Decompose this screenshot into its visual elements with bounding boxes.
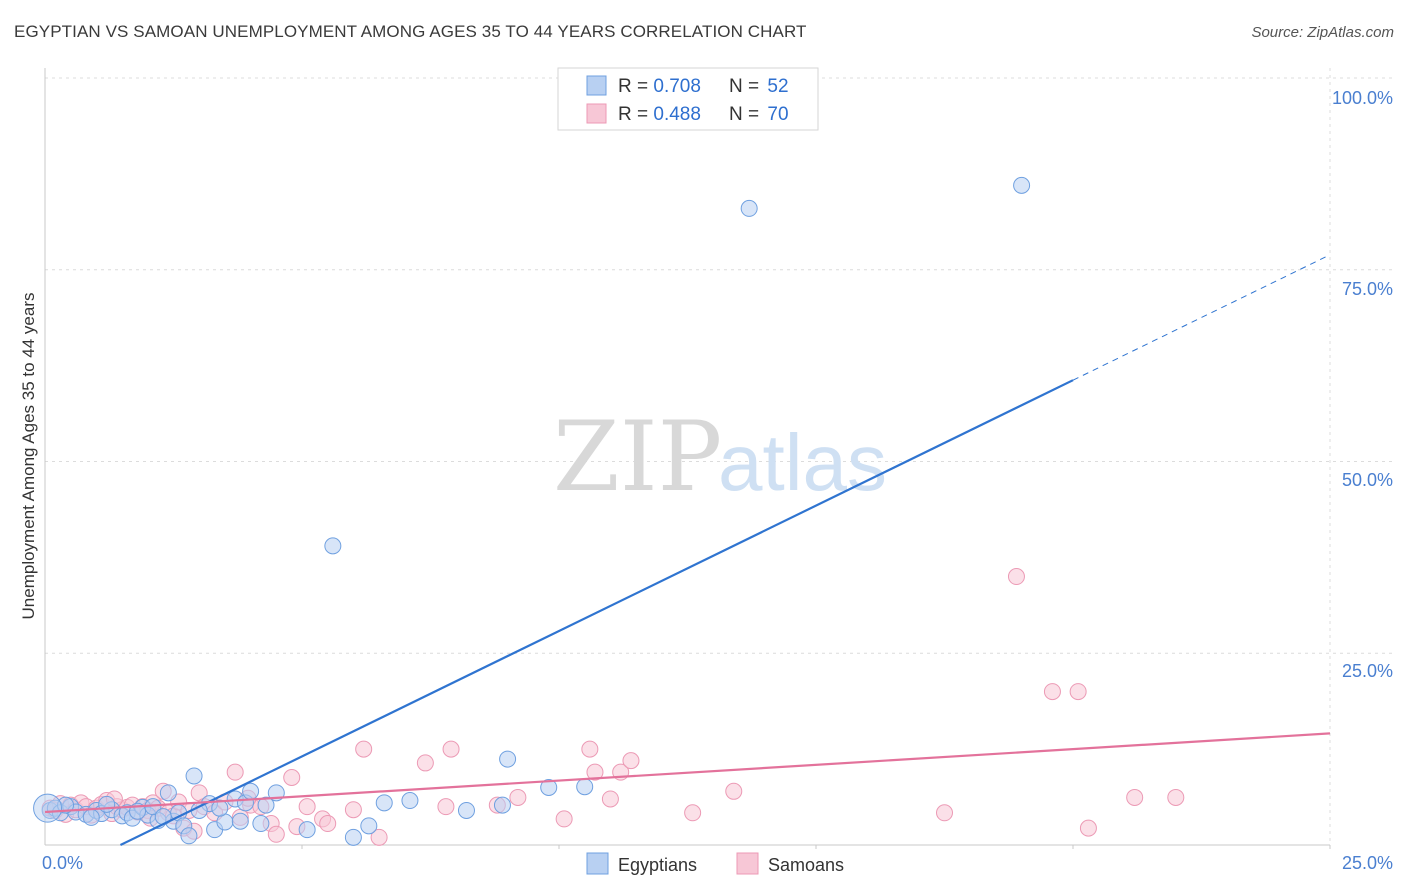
samoans-point	[684, 804, 702, 822]
egyptians-point	[98, 795, 116, 813]
egyptians-point	[298, 821, 316, 839]
legend-swatch-samoans	[586, 103, 607, 124]
samoans-point	[725, 782, 743, 800]
egyptians-point	[344, 828, 362, 846]
egyptians-trend-line	[119, 379, 1074, 846]
samoans-point	[319, 815, 337, 833]
samoans-point	[586, 763, 604, 781]
bottom-legend-samoans[interactable]: Samoans	[768, 855, 844, 875]
samoans-point	[437, 798, 455, 816]
samoans-point	[370, 828, 388, 846]
x-tick-0: 0.0%	[42, 853, 83, 873]
egyptians-point	[375, 794, 393, 812]
watermark-zip: ZIP	[553, 401, 722, 513]
egyptians-point	[401, 792, 419, 810]
samoans-point	[1007, 568, 1025, 586]
egyptians-point	[82, 808, 100, 826]
legend-r-label-samoans: R = 0.488	[618, 104, 701, 125]
samoans-point	[1167, 788, 1185, 806]
chart-title: EGYPTIAN VS SAMOAN UNEMPLOYMENT AMONG AG…	[14, 22, 807, 41]
egyptians-point	[180, 827, 198, 845]
samoans-point	[1079, 819, 1097, 837]
x-tick-25: 25.0%	[1342, 853, 1393, 873]
egyptians-point	[211, 799, 229, 817]
egyptians-points	[33, 176, 1031, 846]
y-tick-75: 75.0%	[1342, 279, 1393, 299]
egyptians-point	[457, 801, 475, 819]
samoans-point	[298, 798, 316, 816]
samoans-trend-line	[44, 732, 1331, 814]
stats-legend: R = 0.708 N = 52 R = 0.488 N = 70	[557, 67, 819, 131]
egyptians-point	[185, 767, 203, 785]
egyptians-point	[231, 812, 249, 830]
series-legend[interactable]: Egyptians Samoans	[586, 852, 844, 875]
samoans-point	[442, 740, 460, 758]
bottom-swatch-egyptians[interactable]	[586, 852, 609, 875]
samoans-point	[355, 740, 373, 758]
samoans-point	[622, 752, 640, 770]
egyptians-point	[257, 796, 275, 814]
samoans-point	[581, 740, 599, 758]
legend-r-label-egyptians: R = 0.708	[618, 76, 701, 97]
samoans-point	[1126, 788, 1144, 806]
egyptians-point	[242, 782, 260, 800]
samoans-point	[416, 754, 434, 772]
egyptians-point	[252, 815, 270, 833]
y-tick-100: 100.0%	[1332, 88, 1393, 108]
samoans-point	[555, 810, 573, 828]
samoans-point	[267, 825, 285, 843]
egyptians-cluster-point	[33, 793, 63, 823]
egyptians-point	[540, 778, 558, 796]
egyptians-point	[1013, 176, 1031, 194]
egyptians-point	[493, 796, 511, 814]
watermark-atlas: atlas	[718, 418, 887, 507]
samoans-point	[1069, 683, 1087, 701]
samoans-point	[344, 801, 362, 819]
grid	[45, 68, 1392, 849]
legend-swatch-egyptians	[586, 75, 607, 96]
samoans-point	[509, 788, 527, 806]
source-label: Source: ZipAtlas.com	[1251, 24, 1394, 41]
bottom-swatch-samoans[interactable]	[736, 852, 759, 875]
egyptians-point	[740, 199, 758, 217]
legend-n-label-samoans: N = 70	[729, 104, 789, 125]
samoans-point	[283, 769, 301, 787]
legend-n-label-egyptians: N = 52	[729, 76, 789, 97]
trend-lines	[44, 254, 1331, 846]
egyptians-point	[159, 784, 177, 802]
y-tick-50: 50.0%	[1342, 470, 1393, 490]
egyptians-point	[360, 817, 378, 835]
samoans-point	[936, 804, 953, 822]
y-tick-25: 25.0%	[1342, 661, 1393, 681]
samoans-point	[601, 790, 619, 808]
samoans-point	[1043, 683, 1061, 701]
y-axis-label: Unemployment Among Ages 35 to 44 years	[19, 293, 38, 620]
egyptians-point	[324, 537, 342, 555]
bottom-legend-egyptians[interactable]: Egyptians	[618, 855, 697, 875]
samoans-point	[226, 763, 244, 781]
egyptians-point	[576, 778, 594, 796]
egyptians-trend-extension	[1072, 254, 1331, 381]
egyptians-point	[499, 750, 517, 768]
